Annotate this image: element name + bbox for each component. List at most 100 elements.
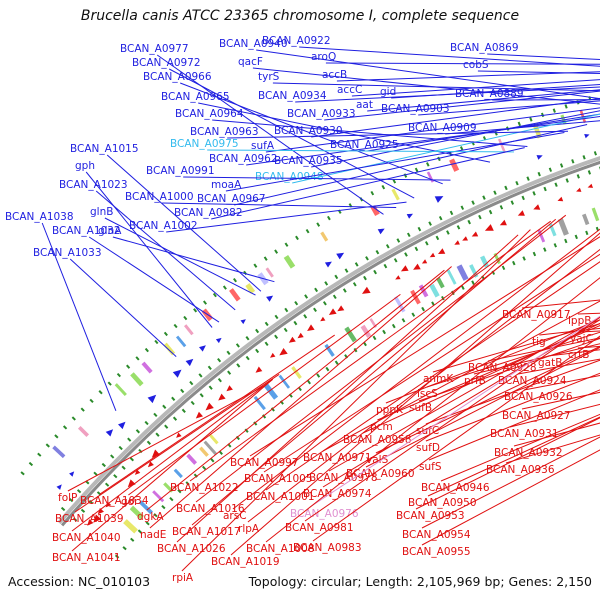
minus-cog-block xyxy=(344,326,357,343)
gene-label-plus: glnB xyxy=(90,206,113,218)
minus-strand-gene-arrow xyxy=(307,324,315,331)
minus-strand-gene-arrow xyxy=(454,240,460,245)
plus-strand-gene-arrow xyxy=(434,196,444,203)
tick-dot xyxy=(236,363,241,368)
tick-dot xyxy=(565,178,569,183)
tick-dot xyxy=(411,312,416,317)
gene-label-leader xyxy=(425,359,600,425)
plus-strand-gene-arrow xyxy=(377,228,385,235)
gene-label-leader xyxy=(362,322,600,434)
tick-dot xyxy=(202,300,208,305)
tick-dot xyxy=(212,292,217,298)
gene-label-plus: gph xyxy=(75,160,95,172)
tick-dot xyxy=(208,385,213,390)
tick-dot xyxy=(441,295,445,301)
tick-dot xyxy=(559,163,564,168)
tick-dot xyxy=(113,474,118,479)
plus-strand-gene-arrow xyxy=(56,484,62,490)
tick-dot xyxy=(88,499,94,505)
gene-label-leader xyxy=(95,190,236,311)
minus-strand-gene-arrow xyxy=(297,332,304,339)
tick-dot xyxy=(392,179,397,184)
tick-dot xyxy=(543,186,547,192)
minus-strand-gene-arrow xyxy=(429,252,436,258)
gene-label-leader xyxy=(312,335,600,542)
minus-strand-gene-arrow xyxy=(400,265,409,272)
gene-label-plus: BCAN_A0966 xyxy=(143,71,212,83)
tick-dot xyxy=(522,256,526,261)
tick-dot xyxy=(393,258,398,263)
tick-dot xyxy=(126,364,131,369)
tick-dot xyxy=(146,440,152,445)
gene-label-plus: BCAN_A1002 xyxy=(129,220,198,232)
gene-label-minus: BCAN_A0960 xyxy=(346,468,415,480)
gene-label-leader xyxy=(71,378,274,552)
gene-label-leader xyxy=(176,234,519,543)
tick-dot xyxy=(255,348,260,354)
tick-dot xyxy=(199,393,204,398)
tick-dot xyxy=(488,209,493,215)
tick-dot xyxy=(222,285,227,290)
gene-label-leader xyxy=(385,319,600,404)
gene-label-minus: sufB xyxy=(409,402,432,414)
minus-strand-gene-arrow xyxy=(147,461,154,468)
gene-label-leader xyxy=(41,222,117,411)
minus-strand-gene-arrow xyxy=(533,204,541,210)
tick-dot xyxy=(180,388,185,394)
gene-label-leader xyxy=(256,49,600,100)
minus-strand-gene-arrow xyxy=(413,263,421,270)
tick-dot xyxy=(552,108,556,113)
tick-dot xyxy=(471,280,475,285)
plus-cog-block xyxy=(391,188,400,201)
tick-dot xyxy=(162,404,167,409)
tick-dot xyxy=(20,471,25,476)
tick-dot xyxy=(245,336,250,341)
gene-label-plus: BCAN_A0965 xyxy=(161,91,230,103)
tick-dot xyxy=(144,347,149,353)
gene-label-plus: BCAN_A0962 xyxy=(209,153,278,165)
gene-label-leader xyxy=(156,54,384,215)
gene-label-minus: BCAN_A0955 xyxy=(402,546,471,558)
minus-strand-gene-arrow xyxy=(87,519,94,526)
minus-strand-gene-arrow xyxy=(395,275,401,280)
tick-dot xyxy=(471,200,475,205)
tick-dot xyxy=(540,112,545,118)
tick-dot xyxy=(424,241,429,246)
gene-label-leader xyxy=(166,201,407,233)
map-title: Brucella canis ATCC 23365 chromosome I, … xyxy=(80,8,520,24)
gene-label-plus: sufA xyxy=(251,140,275,152)
gene-label-plus: BCAN_A0934 xyxy=(258,90,327,102)
gene-label-leader xyxy=(212,119,528,147)
plus-strand-gene-arrow xyxy=(584,134,590,139)
gene-label-plus: BCAN_A0930 xyxy=(274,125,343,137)
gene-label-minus: sufD xyxy=(416,442,440,454)
gene-label-leader xyxy=(246,115,600,166)
tick-dot xyxy=(515,180,519,186)
tick-dot xyxy=(446,230,450,235)
gene-label-plus: BCAN_A0963 xyxy=(190,126,259,138)
gene-label-leader xyxy=(577,312,600,315)
minus-cog-block xyxy=(436,276,445,289)
tick-dot xyxy=(121,465,126,470)
gene-label-leader xyxy=(106,154,262,292)
tick-dot xyxy=(532,251,537,257)
gene-label-plus: BCAN_A0982 xyxy=(174,207,243,219)
minus-strand-gene-arrow xyxy=(176,432,182,438)
minus-strand-gene-arrow xyxy=(462,236,468,241)
plus-strand-gene-arrow xyxy=(172,369,182,378)
gene-label-plus: BCAN_A0925 xyxy=(330,139,399,151)
tick-dot xyxy=(135,429,141,434)
tick-dot xyxy=(494,131,498,136)
plus-cog-block xyxy=(497,138,507,154)
minus-cog-block xyxy=(324,343,335,357)
plus-strand-gene-arrow xyxy=(324,261,332,268)
minus-cog-block xyxy=(152,490,165,503)
tick-dot xyxy=(593,151,597,156)
plus-strand-gene-arrow xyxy=(105,429,114,437)
gene-label-plus: aat xyxy=(356,99,373,111)
tick-dot xyxy=(554,182,558,187)
tick-dot xyxy=(564,238,568,244)
minus-strand-gene-arrow xyxy=(270,352,276,358)
minus-cog-block xyxy=(199,446,209,457)
tick-dot xyxy=(96,491,102,496)
